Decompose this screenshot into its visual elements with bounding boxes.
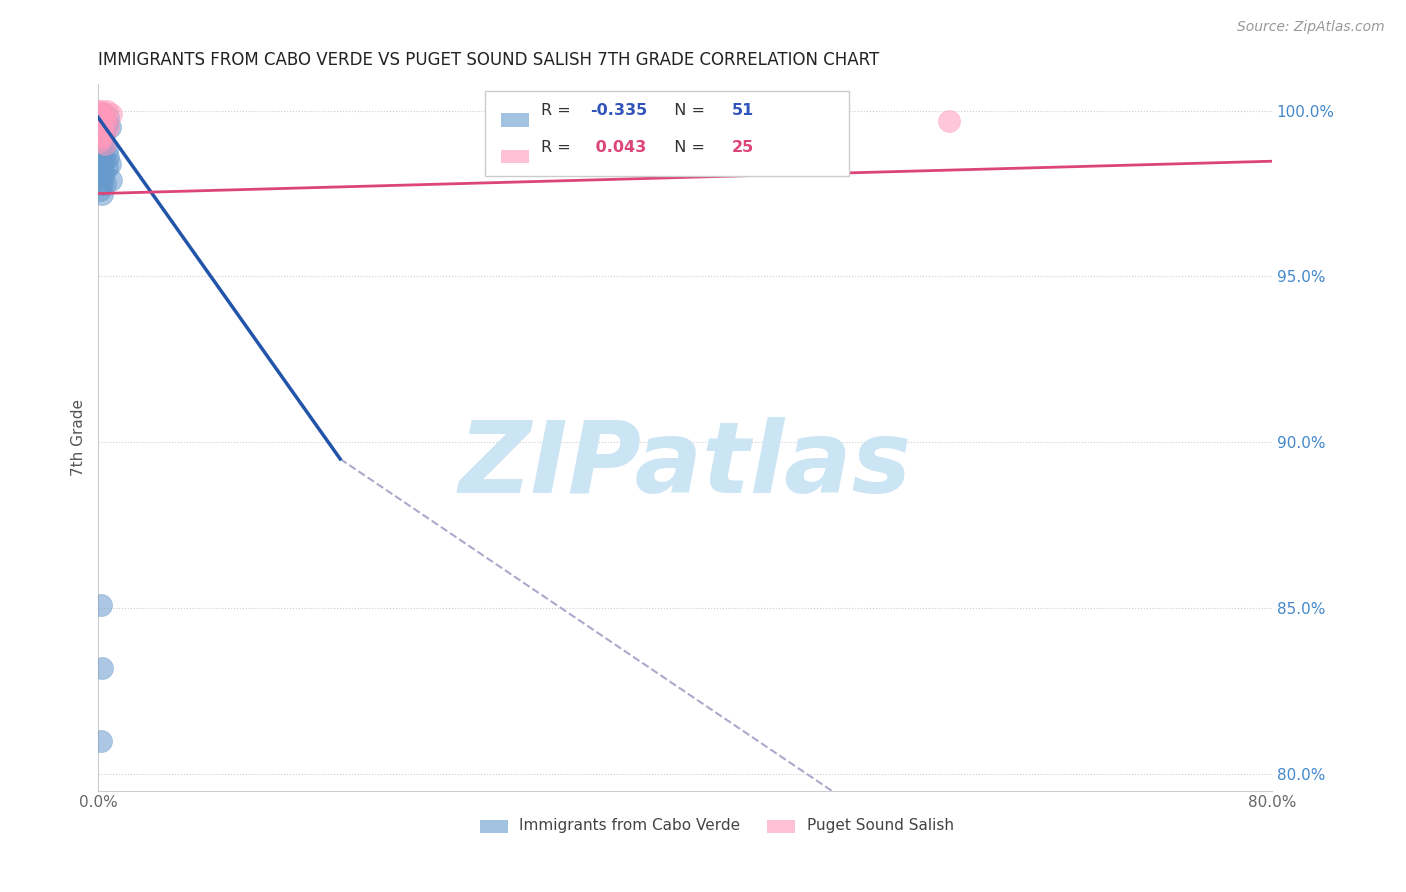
Text: ZIPatlas: ZIPatlas <box>458 417 911 514</box>
Point <box>90 103 112 118</box>
Point <box>94 136 117 151</box>
Point <box>89 136 111 151</box>
Point <box>91 661 114 675</box>
Point <box>94 113 117 128</box>
FancyBboxPatch shape <box>768 821 796 833</box>
Point <box>94 136 117 151</box>
Point <box>89 123 111 137</box>
Point <box>87 110 110 124</box>
Point <box>87 144 110 158</box>
Point <box>90 157 112 171</box>
Text: Puget Sound Salish: Puget Sound Salish <box>807 818 955 833</box>
Point <box>93 127 115 141</box>
Point <box>91 160 114 174</box>
Y-axis label: 7th Grade: 7th Grade <box>72 399 86 475</box>
FancyBboxPatch shape <box>501 113 529 127</box>
Text: 25: 25 <box>733 140 754 155</box>
Point <box>91 123 114 137</box>
Point <box>90 150 112 164</box>
Point <box>93 153 115 168</box>
Point <box>89 167 111 181</box>
Point <box>90 113 112 128</box>
Point <box>90 107 112 121</box>
Point <box>87 136 110 151</box>
Point <box>96 160 118 174</box>
Point <box>94 113 117 128</box>
Text: N =: N = <box>664 140 710 155</box>
Point <box>87 130 110 145</box>
Point <box>93 107 115 121</box>
Point <box>98 157 121 171</box>
Point <box>90 127 112 141</box>
Point <box>91 110 114 124</box>
FancyBboxPatch shape <box>485 91 849 176</box>
Point <box>97 150 120 164</box>
Point <box>89 117 111 131</box>
Point <box>938 113 960 128</box>
Point <box>93 167 115 181</box>
Text: Source: ZipAtlas.com: Source: ZipAtlas.com <box>1237 20 1385 34</box>
Text: Immigrants from Cabo Verde: Immigrants from Cabo Verde <box>519 818 741 833</box>
Point <box>91 146 114 161</box>
Point <box>93 107 115 121</box>
Point <box>90 120 112 135</box>
Point <box>90 117 112 131</box>
Point <box>87 117 110 131</box>
Point <box>1289 216 1312 230</box>
Point <box>87 127 110 141</box>
Point <box>89 107 111 121</box>
Point <box>89 153 111 168</box>
Point <box>89 127 111 141</box>
Text: R =: R = <box>540 103 575 118</box>
Text: 0.043: 0.043 <box>591 140 647 155</box>
Point <box>96 144 118 158</box>
Point <box>89 127 111 141</box>
Point <box>96 117 118 131</box>
Point <box>100 107 122 121</box>
Point <box>90 598 112 612</box>
Point <box>89 146 111 161</box>
Point <box>98 120 121 135</box>
Point <box>97 120 120 135</box>
Text: -0.335: -0.335 <box>591 103 647 118</box>
FancyBboxPatch shape <box>501 150 529 163</box>
Point <box>96 103 118 118</box>
Point <box>89 113 111 128</box>
Point <box>89 110 111 124</box>
Point <box>100 173 122 187</box>
Text: N =: N = <box>664 103 710 118</box>
Point <box>91 186 114 201</box>
Point <box>97 110 120 124</box>
Point <box>87 107 110 121</box>
Text: R =: R = <box>540 140 575 155</box>
Point <box>91 177 114 191</box>
Point <box>94 177 117 191</box>
Point <box>91 120 114 135</box>
Point <box>89 120 111 135</box>
Text: 51: 51 <box>733 103 754 118</box>
Point <box>87 113 110 128</box>
Point <box>91 134 114 148</box>
Point <box>89 140 111 154</box>
Point <box>87 103 110 118</box>
Point <box>93 123 115 137</box>
Point <box>87 120 110 135</box>
Point <box>89 134 111 148</box>
Point <box>90 130 112 145</box>
Point <box>90 140 112 154</box>
Point <box>89 134 111 148</box>
Point <box>90 734 112 748</box>
Point <box>89 183 111 197</box>
Point <box>87 123 110 137</box>
Point <box>91 110 114 124</box>
Point <box>91 130 114 145</box>
Text: IMMIGRANTS FROM CABO VERDE VS PUGET SOUND SALISH 7TH GRADE CORRELATION CHART: IMMIGRANTS FROM CABO VERDE VS PUGET SOUN… <box>98 51 879 69</box>
FancyBboxPatch shape <box>479 821 508 833</box>
Point <box>90 169 112 184</box>
Point <box>87 130 110 145</box>
